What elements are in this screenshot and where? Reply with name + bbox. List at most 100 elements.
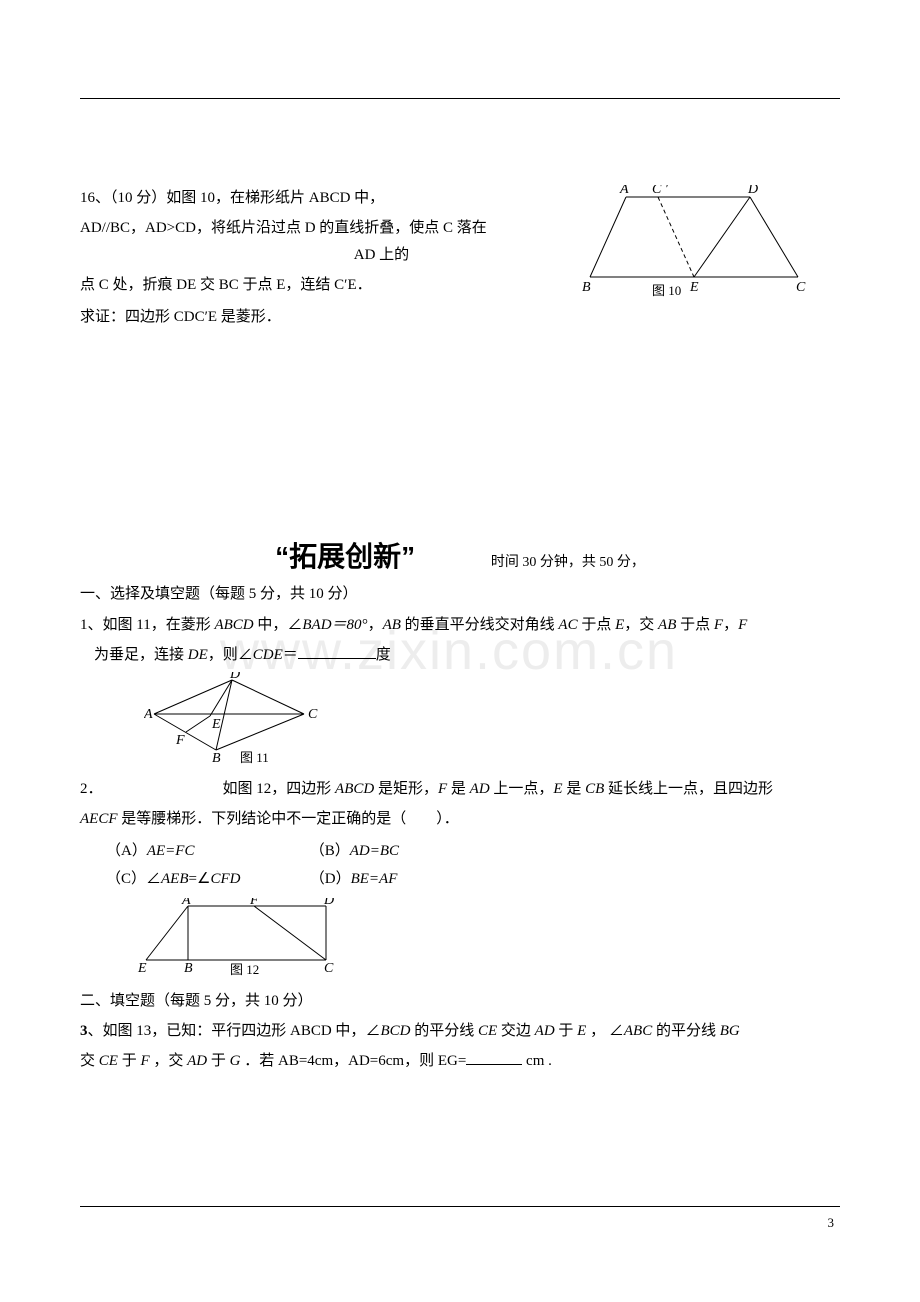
q3-num: 3 (80, 1023, 88, 1039)
q1-t4: 的垂直平分线交对角线 (401, 617, 559, 633)
q3-b: 的平分线 (410, 1023, 478, 1039)
q16-line2-tail: AD 上的 (354, 247, 409, 263)
q3-l2a: 交 (80, 1053, 99, 1069)
q1-l2b: ，则∠ (208, 647, 253, 663)
figure-12: A F D E B C 图 12 (136, 898, 840, 978)
question-2-options: （A）AE=FC （B）AD=BC （C）∠AEB=∠CFD （D）BE=AF (80, 837, 840, 894)
q2-a: 如图 12，四边形 (223, 781, 336, 797)
q1-t5: 于点 (578, 617, 616, 633)
page-number: 3 (828, 1215, 835, 1231)
q16-line4: 求证：四边形 CDC′E 是菱形． (80, 304, 558, 330)
q2-e2: 是 (563, 781, 586, 797)
svg-text:B: B (212, 751, 221, 762)
svg-text:F: F (175, 733, 185, 748)
q3-ce: CE (478, 1023, 497, 1039)
q1-t2: 中，∠ (254, 617, 303, 633)
q3-ang1: ∠ (365, 1023, 380, 1039)
svg-text:E: E (137, 961, 147, 974)
q3-abc: ABC (624, 1023, 652, 1039)
q1-e: E (615, 617, 624, 633)
q3-bg: BG (720, 1023, 740, 1039)
q3-bcd: BCD (380, 1023, 410, 1039)
q1-bad: BAD＝80° (302, 617, 367, 633)
q16-line2-main: AD//BC，AD>CD，将纸片沿过点 D 的直线折叠，使点 C 落在 (80, 220, 487, 236)
q2-ad: AD (470, 781, 490, 797)
subheading-2: 二、填空题（每题 5 分，共 10 分） (80, 988, 840, 1014)
q3-d: 于 (555, 1023, 578, 1039)
option-d[interactable]: （D）BE=AF (310, 871, 398, 887)
q3-a: 、如图 13，已知：平行四边形 ABCD 中， (88, 1023, 366, 1039)
svg-text:D: D (323, 898, 334, 908)
svg-text:C: C (324, 961, 334, 974)
q1-ab: AB (383, 617, 401, 633)
svg-text:E: E (211, 717, 221, 732)
option-b[interactable]: （B）AD=BC (310, 843, 399, 859)
section-2-title: “拓展创新” (275, 541, 415, 572)
svg-text:D: D (229, 672, 240, 682)
q3-f2: F (140, 1053, 149, 1069)
svg-text:B: B (184, 961, 193, 974)
q1-l2a: 为垂足，连接 (94, 647, 188, 663)
q1-f: F (714, 617, 723, 633)
q1-l2c: ＝ (283, 647, 298, 663)
q2-e: E (553, 781, 562, 797)
page-content: 16、（10 分）如图 10，在梯形纸片 ABCD 中， AD//BC，AD>C… (80, 185, 840, 1078)
q2-aecf: AECF (80, 811, 118, 827)
section-2-note: 时间 30 分钟，共 50 分， (491, 555, 645, 570)
figure-11: A C D B E F 图 11 (144, 672, 840, 766)
top-rule (80, 98, 840, 99)
q2-body2: 是等腰梯形．下列结论中不一定正确的是（ ）． (118, 811, 459, 827)
q1-t6: ，交 (624, 617, 658, 633)
q1-t3: ， (368, 617, 383, 633)
bottom-rule (80, 1206, 840, 1207)
q3-f: 的平分线 (652, 1023, 720, 1039)
q2-cb: CB (585, 781, 604, 797)
q3-e: E (577, 1023, 586, 1039)
q2-f: F (438, 781, 447, 797)
q3-l2e: ．若 AB=4cm，AD=6cm，则 EG= (241, 1053, 467, 1069)
q3-ad: AD (535, 1023, 555, 1039)
question-3: 3、如图 13，已知：平行四边形 ABCD 中，∠BCD 的平分线 CE 交边 … (80, 1018, 840, 1044)
q3-l2b: 于 (118, 1053, 141, 1069)
question-1-line2: 为垂足，连接 DE，则∠CDE＝ 度 (80, 642, 840, 668)
question-3-line2: 交 CE 于 F ，交 AD 于 G ．若 AB=4cm，AD=6cm，则 EG… (80, 1048, 840, 1074)
q2-c: 是 (447, 781, 470, 797)
q1-blank[interactable] (298, 644, 376, 659)
section-2-header: “拓展创新” 时间 30 分钟，共 50 分， (80, 535, 840, 575)
q3-l2c: ，交 (150, 1053, 188, 1069)
q3-blank[interactable] (466, 1050, 522, 1065)
q2-d: 上一点， (490, 781, 554, 797)
q3-ang2: ∠ (605, 1023, 624, 1039)
q3-ce2: CE (99, 1053, 118, 1069)
q16-line3: 点 C 处，折痕 DE 交 BC 于点 E，连结 C′E． (80, 272, 558, 298)
figure-11-caption: 图 11 (240, 747, 840, 766)
q2-num: 2． (80, 781, 103, 797)
svg-text:C: C (308, 707, 318, 722)
q1-t8: ， (723, 617, 738, 633)
q2-b: 是矩形， (374, 781, 438, 797)
option-c[interactable]: （C）∠AEB=∠CFD (106, 865, 306, 894)
q3-unit: cm . (522, 1053, 552, 1069)
subheading-1: 一、选择及填空题（每题 5 分，共 10 分） (80, 581, 840, 607)
q1-unit: 度 (376, 647, 391, 663)
svg-text:A: A (181, 898, 191, 908)
q1-ac: AC (558, 617, 577, 633)
question-1: 1、如图 11，在菱形 ABCD 中，∠BAD＝80°，AB 的垂直平分线交对角… (80, 612, 840, 638)
svg-text:A: A (144, 707, 153, 722)
question-16: 16、（10 分）如图 10，在梯形纸片 ABCD 中， AD//BC，AD>C… (80, 185, 558, 330)
svg-text:F: F (249, 898, 259, 908)
option-a[interactable]: （A）AE=FC (106, 837, 306, 866)
q3-e2: ， (586, 1023, 605, 1039)
q1-de: DE (188, 647, 208, 663)
q1-cde: CDE (253, 647, 283, 663)
q1-f2: F (738, 617, 747, 633)
q3-g: G (230, 1053, 241, 1069)
q1-t1: 1、如图 11，在菱形 (80, 617, 214, 633)
figure-11-svg: A C D B E F (144, 672, 324, 762)
q16-line2: AD//BC，AD>CD，将纸片沿过点 D 的直线折叠，使点 C 落在 AD 上… (80, 215, 558, 268)
q16-line1: 16、（10 分）如图 10，在梯形纸片 ABCD 中， (80, 185, 558, 211)
question-2: 2．如图 12，四边形 ABCD 是矩形，F 是 AD 上一点，E 是 CB 延… (80, 776, 840, 802)
q3-ad2: AD (187, 1053, 207, 1069)
q1-t7: 于点 (676, 617, 714, 633)
q2-f2: 延长线上一点，且四边形 (604, 781, 773, 797)
